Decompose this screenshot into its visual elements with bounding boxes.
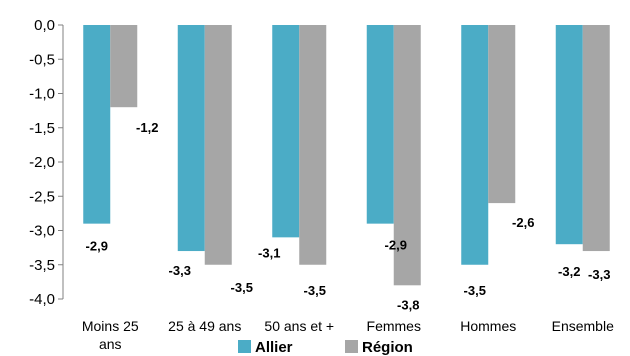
legend: Allier Région	[238, 339, 413, 356]
bar-région	[393, 25, 421, 286]
y-tick-label: -3,5	[29, 257, 55, 274]
bar-allier	[83, 25, 111, 224]
bar-allier	[366, 25, 394, 224]
data-label: -3,2	[558, 264, 580, 279]
category-label: Femmes	[367, 318, 421, 334]
data-labels: -2,9 -1,2 -3,3 -3,5 -3,1 -3,5 -2,9 -3,8 -3,5 -2,6…	[86, 120, 611, 312]
data-label: -3,1	[258, 245, 280, 260]
bars	[83, 25, 610, 286]
category-label: Moins 25	[82, 318, 139, 334]
y-tick-label: -4,0	[29, 291, 55, 308]
data-label: -3,8	[397, 297, 419, 312]
legend-label: Allier	[255, 339, 293, 356]
bar-région	[204, 25, 232, 265]
y-tick-label: -1,0	[29, 86, 55, 103]
data-label: -2,6	[512, 215, 534, 230]
bar-région	[488, 25, 516, 204]
data-label: -2,9	[385, 238, 407, 253]
category-label: 50 ans et +	[264, 318, 334, 334]
legend-swatch-allier	[238, 340, 251, 353]
data-label: -3,3	[169, 263, 191, 278]
bar-allier	[272, 25, 300, 238]
legend-swatch-région	[345, 340, 358, 353]
category-labels: Moins 25 ans 25 à 49 ans 50 ans et + Femmes H…	[82, 318, 614, 352]
category-label: Hommes	[460, 318, 516, 334]
category-label: Ensemble	[552, 318, 614, 334]
bar-région	[299, 25, 327, 265]
data-label: -1,2	[136, 120, 158, 135]
y-tick-label: -2,0	[29, 154, 55, 171]
bar-région	[110, 25, 138, 108]
data-label: -3,5	[304, 283, 326, 298]
y-axis: 0,0 -0,5 -1,0 -1,5 -2,0 -2,5 -3,0 -3,5 -4,0	[29, 17, 64, 308]
bar-allier	[555, 25, 583, 245]
data-label: -3,3	[588, 267, 610, 282]
data-label: -2,9	[86, 239, 108, 254]
y-tick-label: -2,5	[29, 188, 55, 205]
y-tick-label: -0,5	[29, 51, 55, 68]
category-label: 25 à 49 ans	[168, 318, 241, 334]
category-label: ans	[99, 336, 122, 352]
y-tick-label: 0,0	[34, 17, 55, 34]
data-label: -3,5	[464, 283, 486, 298]
data-label: -3,5	[231, 280, 253, 295]
y-tick-label: -3,0	[29, 223, 55, 240]
bar-allier	[177, 25, 205, 252]
bar-région	[582, 25, 610, 252]
y-tick-label: -1,5	[29, 120, 55, 137]
bar-allier	[461, 25, 489, 265]
legend-label: Région	[362, 339, 413, 356]
